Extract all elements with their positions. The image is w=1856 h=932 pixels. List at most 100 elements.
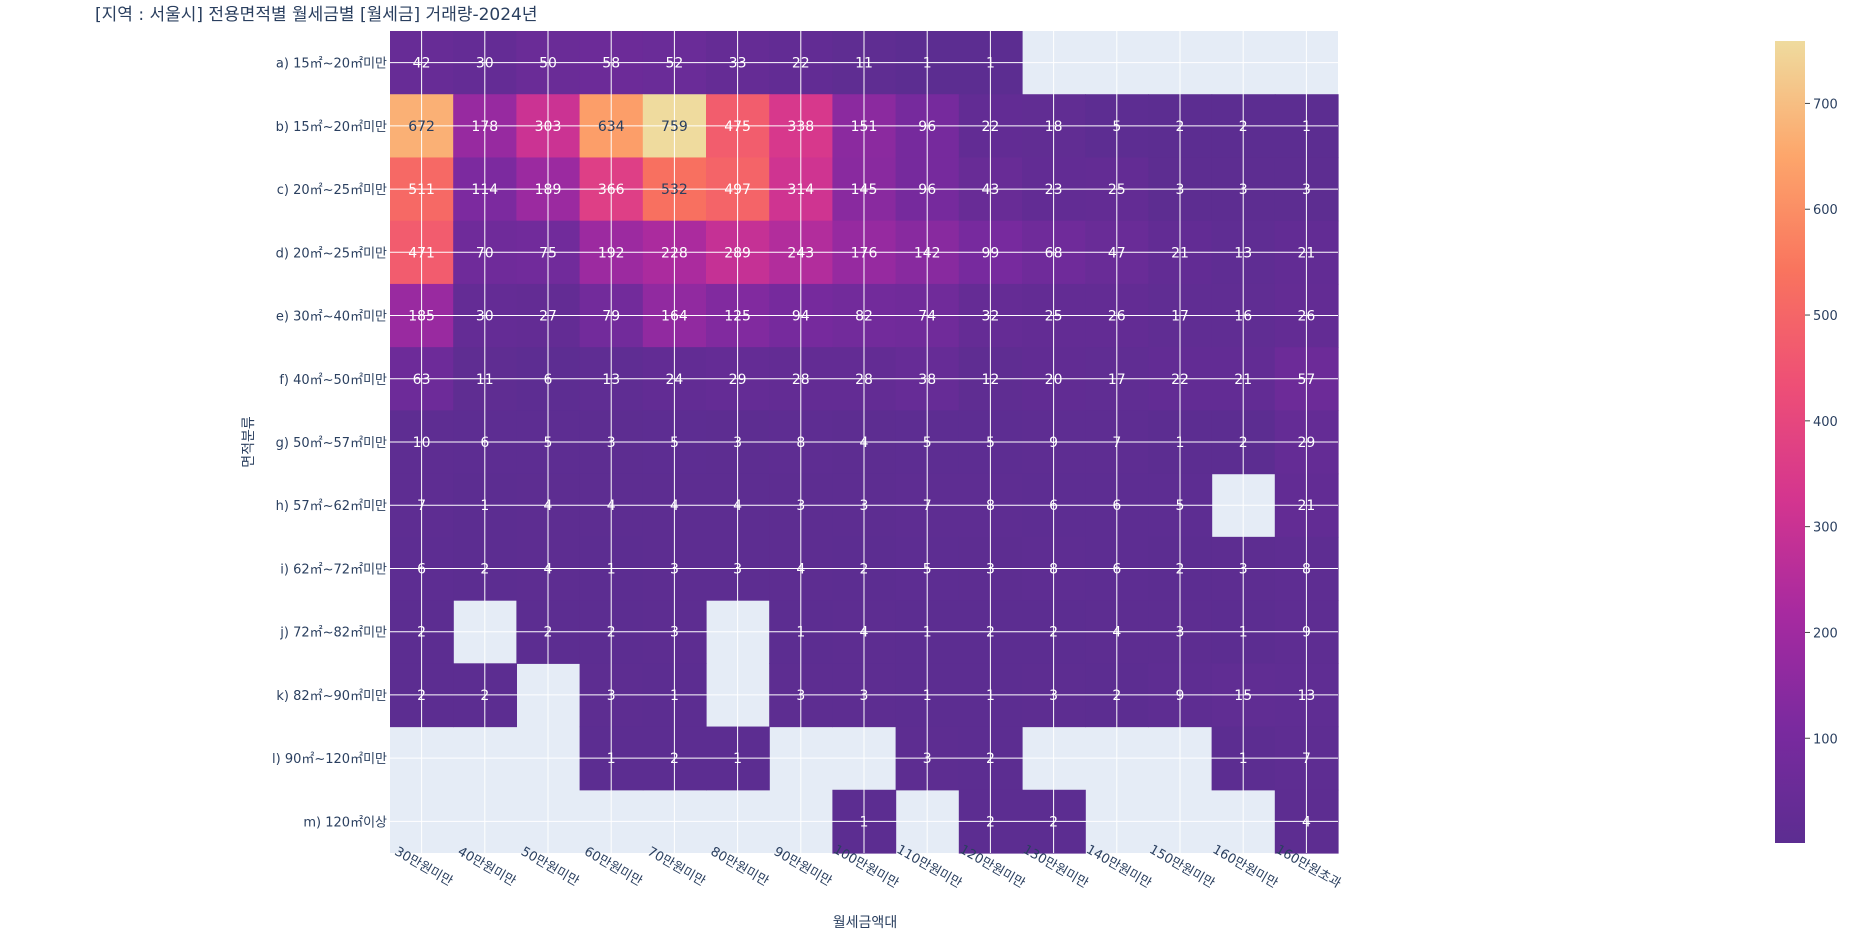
colorbar-tick-label: 400 [1813, 415, 1838, 430]
y-tick-label: l) 90㎡~120㎡미만 [272, 752, 387, 767]
cell-value-label: 4 [544, 498, 553, 514]
cell-value-label: 2 [1239, 119, 1248, 135]
y-tick-label: e) 30㎡~40㎡미만 [276, 310, 387, 325]
cell-value-label: 3 [1176, 182, 1185, 198]
y-tick-label: j) 72㎡~82㎡미만 [279, 626, 387, 641]
cell-value-label: 25 [1108, 182, 1126, 198]
cell-value-label: 3 [1302, 182, 1311, 198]
cell-value-label: 21 [1171, 245, 1189, 261]
cell-value-label: 26 [1108, 309, 1126, 325]
cell-value-label: 58 [602, 56, 620, 72]
cell-value-label: 3 [607, 688, 616, 704]
cell-value-label: 142 [914, 245, 941, 261]
cell-value-label: 10 [413, 435, 431, 451]
cell-value-label: 3 [670, 561, 679, 577]
cell-value-label: 22 [1171, 372, 1189, 388]
cell-value-label: 338 [787, 119, 814, 135]
cell-value-label: 471 [408, 245, 435, 261]
cell-value-label: 74 [918, 309, 936, 325]
cell-value-label: 50 [539, 56, 557, 72]
cell-value-label: 5 [923, 435, 932, 451]
cell-value-label: 96 [918, 182, 936, 198]
colorbar-tick-label: 100 [1813, 732, 1838, 747]
cell-value-label: 5 [1176, 498, 1185, 514]
cell-value-label: 28 [792, 372, 810, 388]
cell-value-label: 2 [480, 688, 489, 704]
cell-value-label: 7 [1302, 751, 1311, 767]
cell-value-label: 176 [851, 245, 878, 261]
cell-value-label: 7 [1112, 435, 1121, 451]
y-tick-label: a) 15㎡~20㎡미만 [276, 57, 387, 72]
cell-value-label: 2 [544, 625, 553, 641]
cell-value-label: 4 [796, 561, 805, 577]
cell-value-label: 18 [1045, 119, 1063, 135]
cell-value-label: 25 [1045, 309, 1063, 325]
cell-value-label: 11 [476, 372, 494, 388]
cell-value-label: 228 [661, 245, 688, 261]
cell-value-label: 11 [855, 56, 873, 72]
colorbar-bar [1775, 41, 1805, 843]
cell-value-label: 366 [598, 182, 625, 198]
cell-value-label: 8 [796, 435, 805, 451]
cell-value-label: 1 [796, 625, 805, 641]
cell-value-label: 75 [539, 245, 557, 261]
cell-value-label: 1 [923, 625, 932, 641]
cell-value-label: 4 [860, 625, 869, 641]
cell-value-label: 497 [724, 182, 751, 198]
cell-value-label: 20 [1045, 372, 1063, 388]
cell-value-label: 178 [471, 119, 498, 135]
cell-value-label: 6 [417, 561, 426, 577]
cell-value-label: 3 [923, 751, 932, 767]
cell-value-label: 2 [1176, 119, 1185, 135]
cell-value-label: 8 [986, 498, 995, 514]
chart-title: [지역 : 서울시] 전용면적별 월세금별 [월세금] 거래량-2024년 [95, 5, 538, 25]
cell-value-label: 189 [535, 182, 562, 198]
cell-value-label: 43 [981, 182, 999, 198]
y-tick-label: f) 40㎡~50㎡미만 [279, 373, 387, 388]
cell-value-label: 1 [923, 688, 932, 704]
cell-value-label: 79 [602, 309, 620, 325]
colorbar: 100 200 300 400 500 600 700 [1775, 41, 1838, 843]
cell-value-label: 12 [981, 372, 999, 388]
cell-value-label: 5 [923, 561, 932, 577]
x-axis-title: 월세금액대 [832, 915, 898, 931]
cell-value-label: 314 [787, 182, 814, 198]
cell-value-label: 1 [480, 498, 489, 514]
cell-value-label: 82 [855, 309, 873, 325]
cell-value-label: 57 [1297, 372, 1315, 388]
cell-value-label: 4 [1302, 814, 1311, 830]
cell-value-label: 16 [1234, 309, 1252, 325]
cell-value-label: 96 [918, 119, 936, 135]
cell-value-label: 1 [733, 751, 742, 767]
cell-value-label: 21 [1297, 245, 1315, 261]
cell-value-label: 1 [1239, 751, 1248, 767]
cell-value-label: 6 [1112, 498, 1121, 514]
cell-value-label: 475 [724, 119, 751, 135]
cell-value-label: 13 [602, 372, 620, 388]
cell-value-label: 22 [792, 56, 810, 72]
cell-value-label: 13 [1234, 245, 1252, 261]
cell-value-label: 21 [1297, 498, 1315, 514]
cell-value-label: 3 [733, 435, 742, 451]
cell-value-label: 4 [670, 498, 679, 514]
cell-value-label: 7 [417, 498, 426, 514]
cell-value-label: 2 [860, 561, 869, 577]
cell-value-label: 1 [607, 561, 616, 577]
cell-value-label: 3 [860, 498, 869, 514]
y-tick-labels: a) 15㎡~20㎡미만 b) 15㎡~20㎡미만 c) 20㎡~25㎡미만 d) 2… [272, 57, 387, 831]
cell-value-label: 3 [670, 625, 679, 641]
cell-value-label: 15 [1234, 688, 1252, 704]
cell-value-label: 22 [981, 119, 999, 135]
cell-value-label: 6 [1049, 498, 1058, 514]
cell-value-label: 27 [539, 309, 557, 325]
cell-value-label: 52 [665, 56, 683, 72]
y-tick-label: h) 57㎡~62㎡미만 [276, 499, 387, 514]
cell-value-label: 1 [986, 688, 995, 704]
y-tick-label: g) 50㎡~57㎡미만 [276, 436, 387, 451]
cell-value-label: 1 [607, 751, 616, 767]
y-tick-label: b) 15㎡~20㎡미만 [276, 120, 387, 135]
cell-value-label: 4 [860, 435, 869, 451]
cell-value-label: 6 [480, 435, 489, 451]
cell-value-label: 2 [670, 751, 679, 767]
